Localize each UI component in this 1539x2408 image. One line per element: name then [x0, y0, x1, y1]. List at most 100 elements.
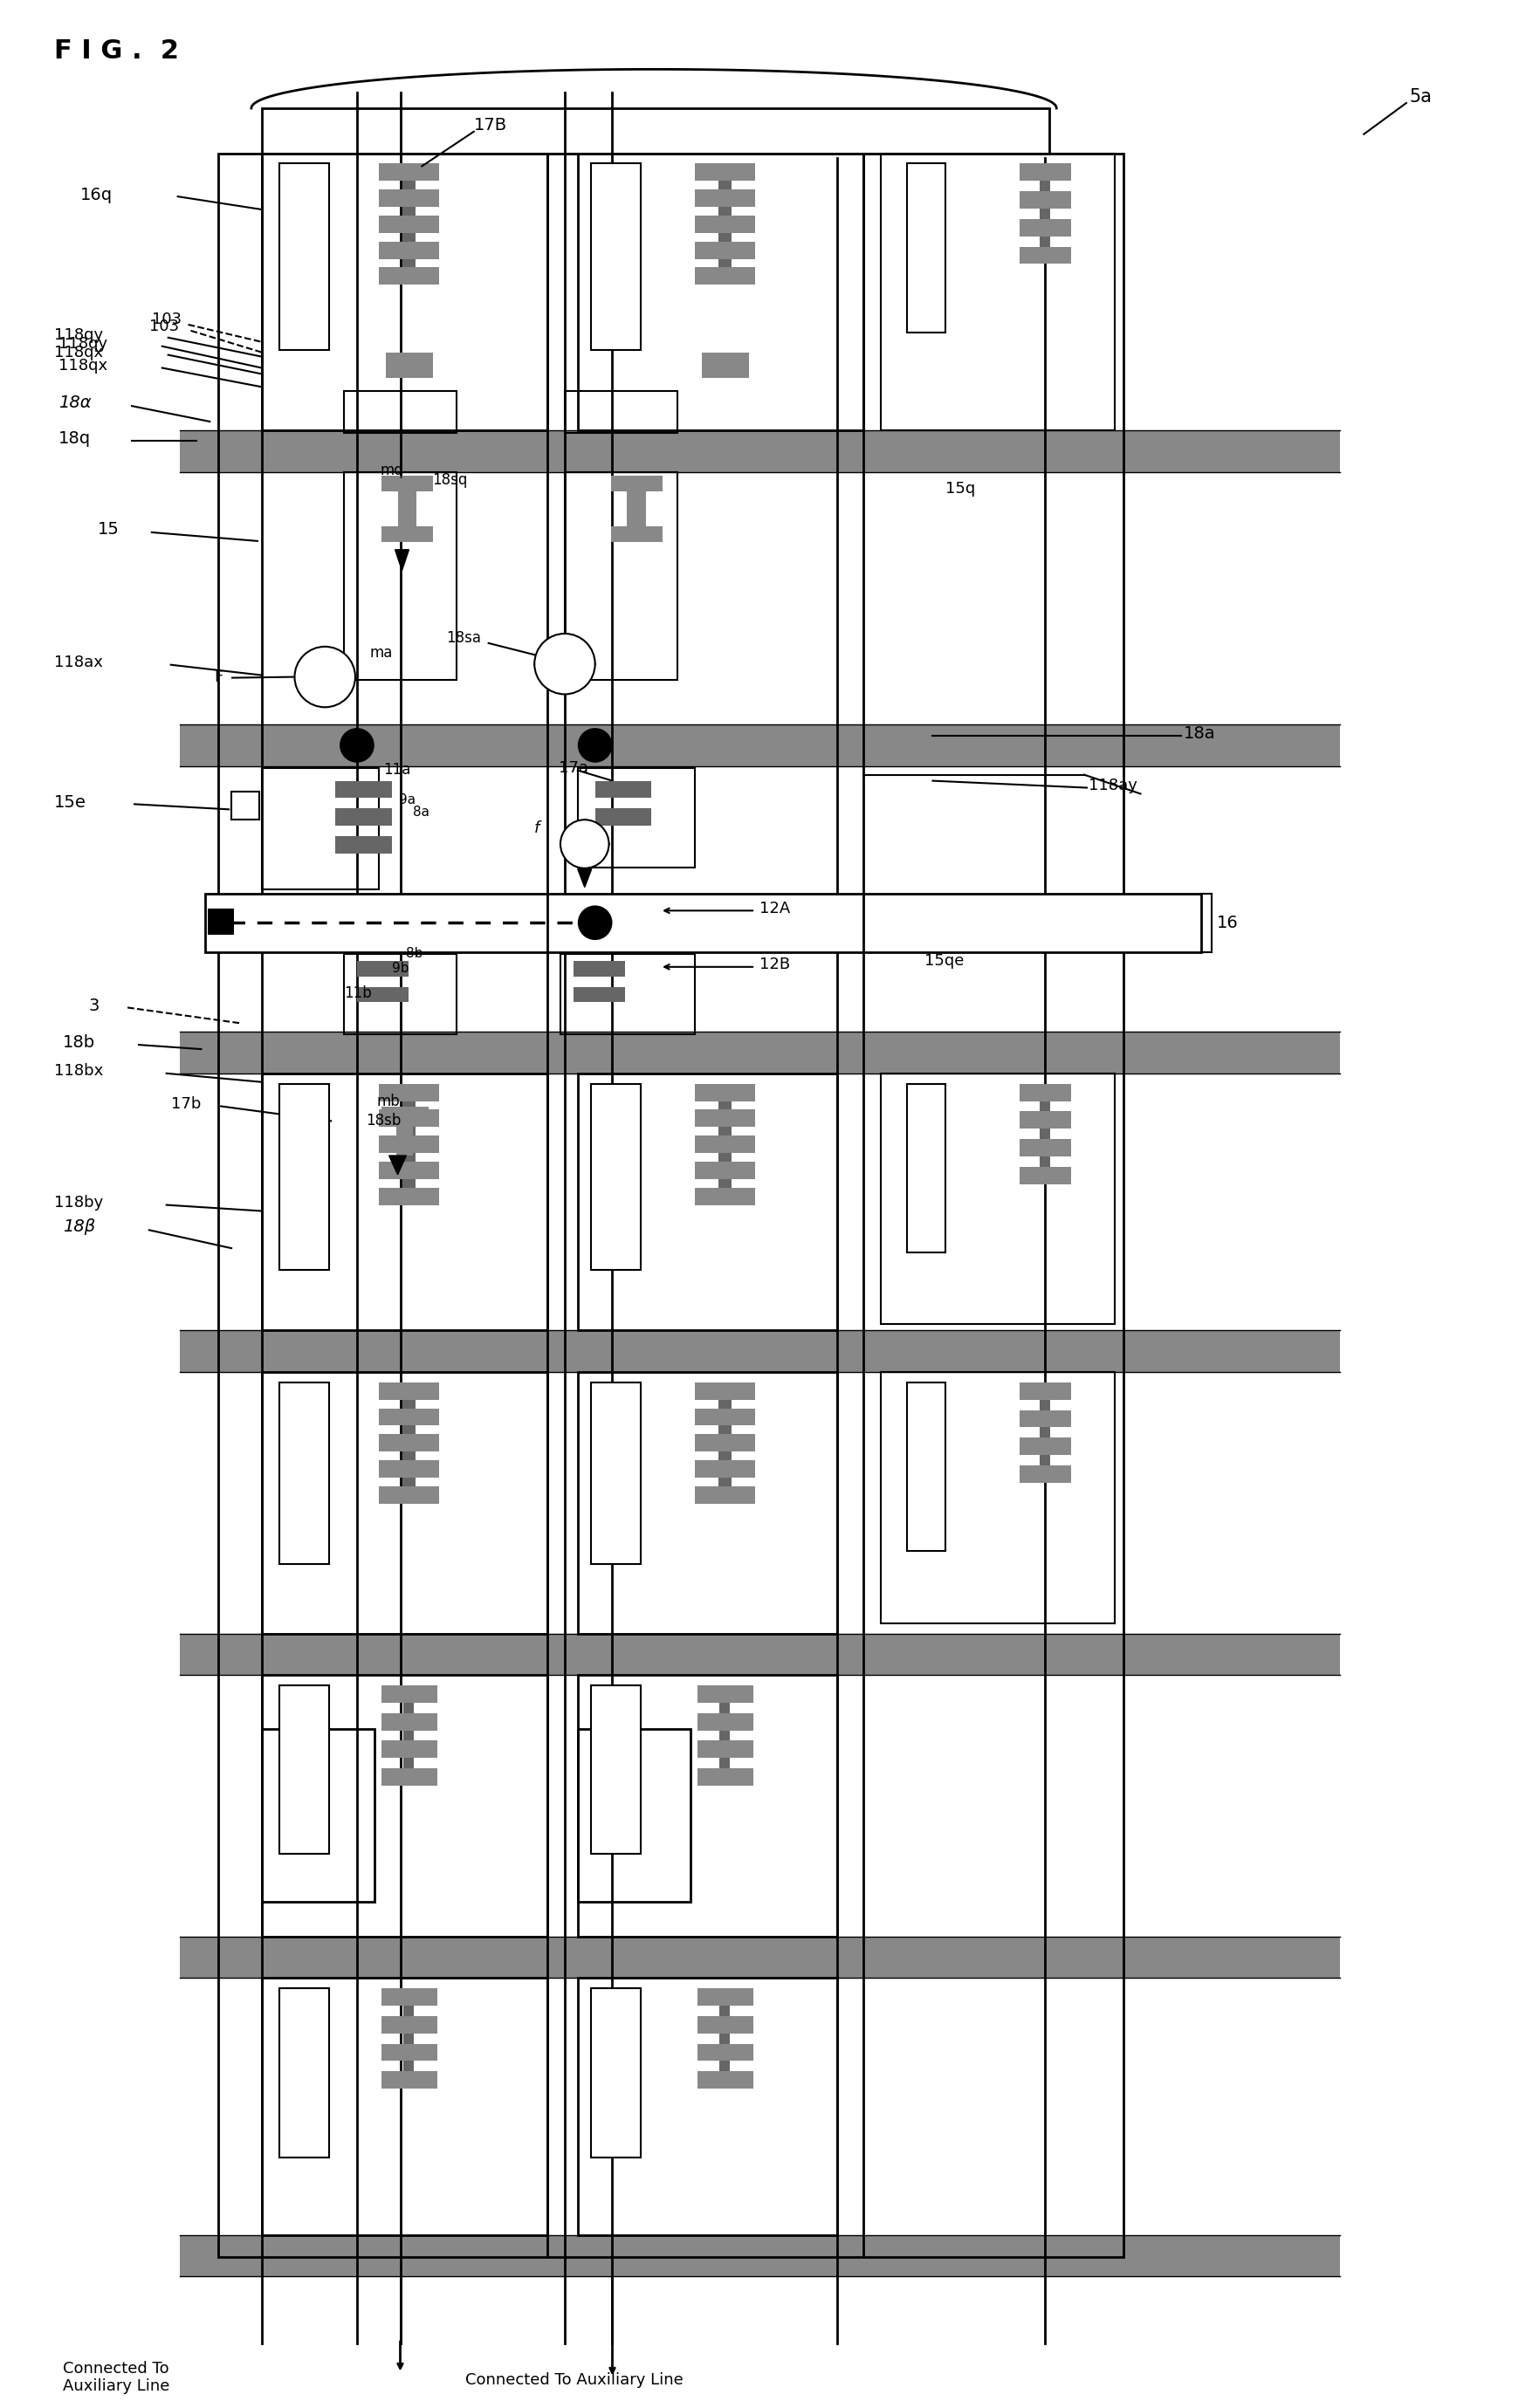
Text: Connected To
Auxiliary Line: Connected To Auxiliary Line [63, 2360, 169, 2394]
Bar [345, 954, 457, 1035]
Bar [694, 164, 756, 181]
Circle shape [340, 727, 374, 763]
Circle shape [577, 727, 613, 763]
Bar [697, 1686, 754, 1702]
Bar [379, 1161, 439, 1180]
Text: 16q: 16q [80, 185, 112, 202]
Bar [697, 2044, 754, 2061]
Text: 118qx: 118qx [54, 344, 103, 361]
Text: 18sq: 18sq [432, 472, 468, 489]
Bar [694, 1110, 756, 1127]
Text: 118qy: 118qy [58, 335, 108, 352]
Bar [577, 154, 863, 431]
Text: 8b: 8b [406, 946, 423, 961]
Bar [262, 108, 1050, 154]
Text: Connected To Auxiliary Line: Connected To Auxiliary Line [465, 2372, 683, 2389]
Bar [1019, 1438, 1071, 1454]
Bar [382, 2015, 437, 2032]
Bar [379, 1486, 439, 1503]
Bar [626, 491, 646, 527]
Bar [379, 217, 439, 234]
Bar [1019, 1411, 1071, 1428]
Bar [336, 780, 391, 797]
Bar [382, 1741, 437, 1758]
Bar [697, 2015, 754, 2032]
Bar [720, 1686, 729, 1787]
Text: F: F [214, 669, 223, 684]
Bar [694, 267, 756, 284]
Bar [345, 472, 457, 679]
Text: 103: 103 [149, 318, 179, 335]
Bar [180, 1633, 1339, 1676]
Bar [565, 472, 677, 679]
Bar [379, 1084, 439, 1100]
Bar [180, 725, 1339, 766]
Text: f: f [534, 821, 540, 836]
Bar [906, 1084, 945, 1252]
Bar [1040, 1382, 1051, 1483]
Bar [382, 1712, 437, 1731]
Bar [1019, 219, 1071, 236]
Text: 8a: 8a [414, 804, 429, 819]
Bar [720, 352, 729, 378]
Bar [694, 1435, 756, 1452]
Bar [694, 190, 756, 207]
Bar [694, 1459, 756, 1479]
Bar [382, 1686, 437, 1702]
Text: 3: 3 [89, 997, 100, 1014]
Bar [396, 1122, 414, 1156]
Text: 118bx: 118bx [54, 1062, 103, 1079]
Text: 15: 15 [97, 523, 119, 537]
Text: 17a: 17a [559, 761, 588, 775]
Bar [379, 1187, 439, 1204]
Bar [403, 1989, 414, 2088]
Bar [577, 1977, 837, 2235]
Bar [1019, 1112, 1071, 1129]
Bar [279, 1084, 329, 1269]
Bar [1019, 164, 1071, 181]
Bar [577, 1373, 837, 1633]
Bar [880, 154, 1114, 431]
Bar [180, 2235, 1339, 2276]
Bar [611, 477, 663, 491]
Bar [379, 1459, 439, 1479]
Bar [397, 491, 417, 527]
Bar [262, 154, 548, 431]
Text: 9a: 9a [399, 792, 416, 807]
Bar [231, 792, 259, 819]
Text: 15q: 15q [945, 482, 976, 496]
Bar [697, 1767, 754, 1787]
Text: 118ax: 118ax [54, 655, 103, 669]
Circle shape [560, 819, 609, 869]
Bar [379, 267, 439, 284]
Text: 12A: 12A [760, 901, 791, 917]
Bar [697, 1989, 754, 2006]
Text: 5a: 5a [1408, 89, 1431, 106]
Text: 18α: 18α [58, 395, 91, 412]
Bar [596, 780, 651, 797]
Bar [1019, 1168, 1071, 1185]
Bar [611, 527, 663, 542]
Text: 18sb: 18sb [366, 1112, 400, 1129]
Bar [262, 1373, 548, 1633]
Text: 18a: 18a [1183, 725, 1216, 742]
Bar [336, 836, 391, 852]
Bar [720, 1989, 729, 2088]
Bar [262, 1074, 548, 1332]
Bar [262, 1729, 374, 1902]
Bar [379, 1382, 439, 1399]
Bar [279, 1686, 329, 1854]
Bar [403, 352, 414, 378]
Bar [591, 1989, 640, 2158]
Text: 15e: 15e [54, 795, 86, 811]
Bar [357, 961, 409, 975]
Bar [694, 1084, 756, 1100]
Bar [262, 1977, 548, 2235]
Bar [565, 390, 677, 433]
Bar [382, 1108, 429, 1122]
Text: 16: 16 [1217, 915, 1239, 932]
Bar [386, 352, 432, 378]
Text: mb: mb [377, 1093, 400, 1110]
Bar [382, 2044, 437, 2061]
Bar [279, 164, 329, 349]
